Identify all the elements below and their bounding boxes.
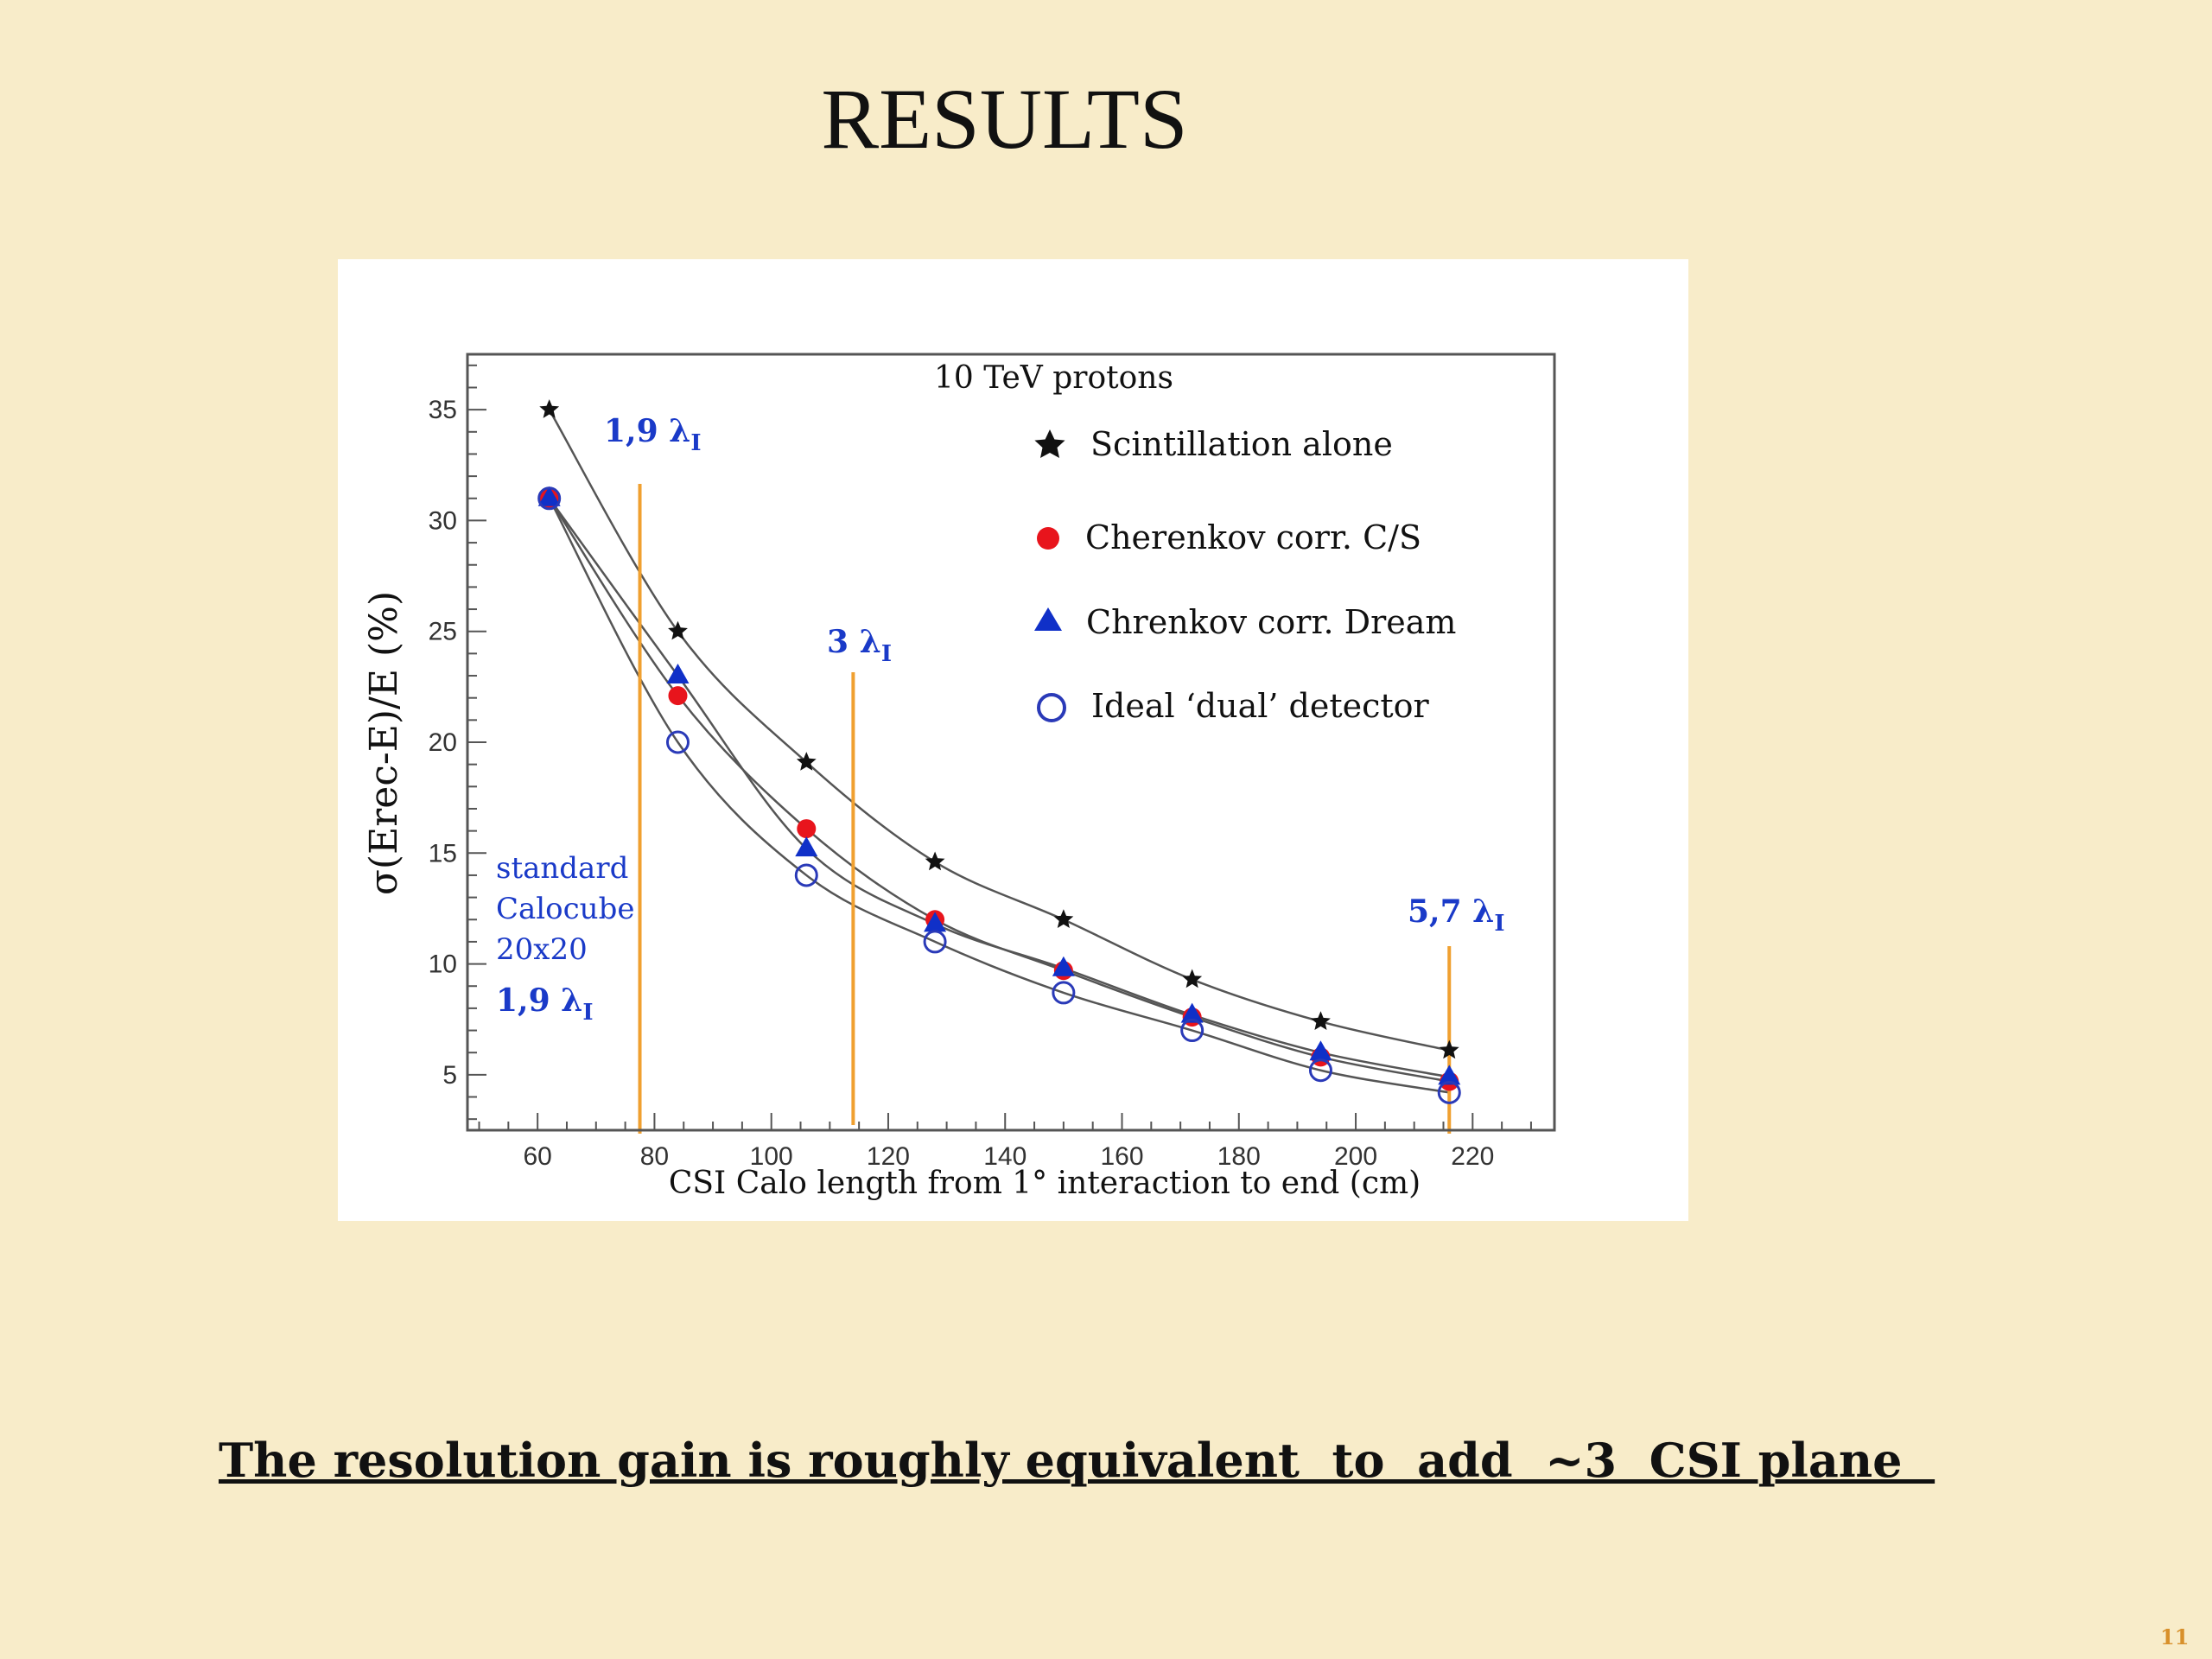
lambda-label-5-7-sub: I [1494,911,1504,937]
x-tick-label: 200 [1334,1142,1377,1171]
annotation-lambda-text: 1,9 λ [496,982,582,1019]
x-tick-label: 140 [983,1142,1027,1171]
point-scintillation [1053,909,1074,928]
data-points [537,399,1461,1104]
legend-red-dot-icon [1037,527,1059,550]
point-dream [1052,956,1075,976]
axis-ticks: 60 80 100 120 140 160 180 200 220 5 10 15 20 25 30 35 [429,364,1532,1171]
point-scintillation [796,752,817,771]
x-tick-label: 100 [750,1142,793,1171]
x-tick-label: 60 [523,1142,551,1171]
y-axis-label: σ(Erec-E)/E (%) [362,591,406,895]
point-dream [1438,1065,1461,1085]
point-dream [795,836,818,857]
y-tick-label: 35 [429,396,457,424]
point-scintillation [1182,969,1203,988]
legend-label-cherenkov: Cherenkov corr. C/S [1085,518,1421,556]
lambda-marker-lines [638,484,1452,1134]
fit-curve-0 [548,409,1450,1052]
y-tick-label: 5 [442,1061,457,1090]
annotation-line-standard: standard [496,851,628,886]
point-ideal [1052,981,1076,1005]
annotation-line-size: 20x20 [496,932,588,967]
point-scintillation [539,399,560,418]
lambda-label-5-7: 5,7 λI [1408,893,1505,937]
fit-curve-2 [548,498,1450,1078]
point-dream [1180,1002,1204,1023]
lambda-label-1-9-sub: I [690,430,701,456]
y-tick-label: 25 [429,618,457,646]
point-dream [537,486,561,506]
bottom-note: The resolution gain is roughly equivalen… [219,1433,1936,1488]
x-tick-label: 120 [867,1142,910,1171]
chart-title: 10 TeV protons [934,360,1173,396]
x-tick-label: 160 [1100,1142,1143,1171]
lambda-label-3-sub: I [881,641,892,667]
legend-star-icon [1034,429,1065,458]
lambda-label-3: 3 λI [827,624,892,667]
point-ideal [794,863,818,887]
point-scintillation [668,620,688,640]
legend-label-ideal: Ideal ‘dual’ detector [1091,687,1430,725]
y-tick-label: 15 [429,839,457,868]
legend-label-dream: Chrenkov corr. Dream [1086,603,1456,641]
point-dream [666,664,690,684]
page-number: 11 [2160,1624,2190,1649]
lambda-label-1-9: 1,9 λI [604,413,702,456]
y-tick-label: 10 [429,950,457,979]
y-tick-label: 20 [429,728,457,757]
fit-curve-3 [548,498,1450,1094]
legend-blue-triangle-icon [1034,607,1062,631]
annotation-lambda: 1,9 λI [496,982,594,1026]
point-scintillation [925,851,945,871]
legend: Scintillation alone Cherenkov corr. C/S … [1034,425,1456,725]
x-tick-label: 80 [640,1142,669,1171]
plot-frame [466,353,1556,1132]
point-scintillation [1311,1011,1331,1030]
fit-curve-1 [548,498,1450,1083]
point-cherenkov [668,686,688,706]
lambda-label-5-7-text: 5,7 λ [1408,893,1494,930]
x-tick-label: 220 [1451,1142,1494,1171]
point-dream [924,912,947,932]
point-scintillation [1439,1039,1459,1059]
legend-open-circle-icon [1037,693,1066,722]
x-axis-label: CSI Calo length from 1° interaction to e… [669,1166,1421,1201]
lambda-label-3-text: 3 λ [827,624,881,660]
point-ideal [923,930,947,954]
point-ideal [1308,1058,1332,1083]
chart-panel: 60 80 100 120 140 160 180 200 220 5 10 15 20 25 30 35 1… [338,259,1688,1221]
point-dream [1309,1040,1332,1061]
point-ideal [1180,1019,1205,1043]
x-tick-label: 180 [1217,1142,1261,1171]
calocube-annotation: standard Calocube 20x20 1,9 λI [496,851,634,1026]
point-cherenkov [797,819,817,839]
chart-svg: 60 80 100 120 140 160 180 200 220 5 10 15 20 25 30 35 1… [362,353,1556,1201]
slide-title: RESULTS [821,71,1188,167]
point-ideal [537,486,562,511]
y-tick-label: 30 [429,506,457,535]
annotation-line-calocube: Calocube [496,892,634,926]
point-ideal [665,730,690,754]
lambda-label-1-9-text: 1,9 λ [604,413,690,449]
legend-label-scintillation: Scintillation alone [1090,425,1393,463]
annotation-lambda-sub: I [582,1000,593,1026]
point-ideal [1437,1080,1461,1104]
